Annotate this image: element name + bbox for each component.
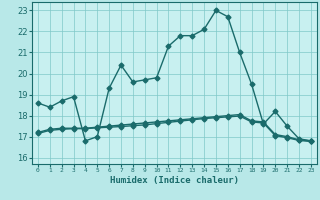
X-axis label: Humidex (Indice chaleur): Humidex (Indice chaleur) <box>110 176 239 185</box>
